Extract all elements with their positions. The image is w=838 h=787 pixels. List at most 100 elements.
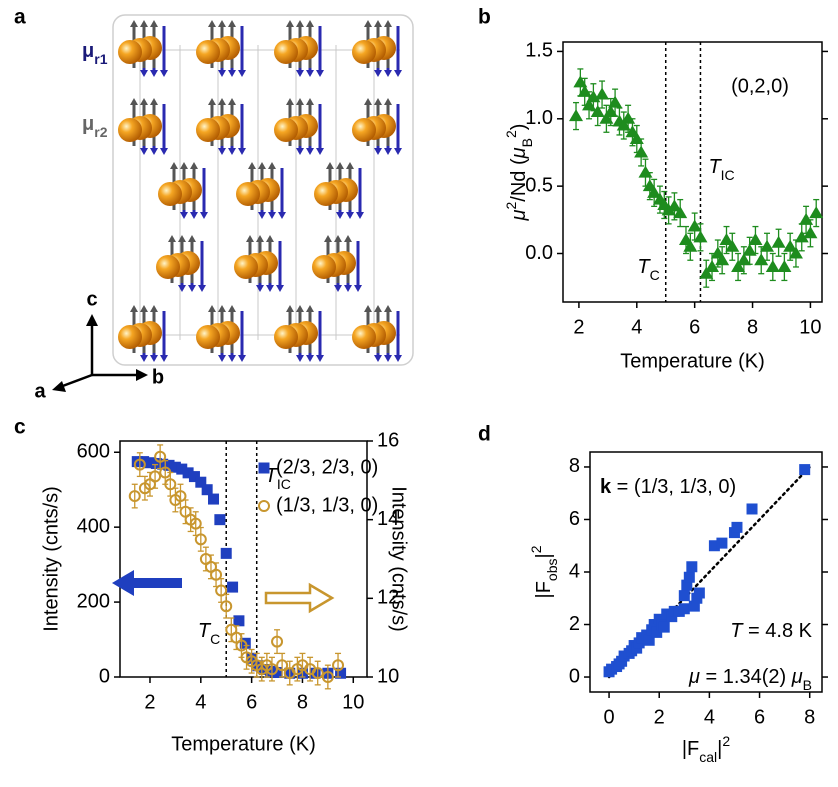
x-tick-label: 6 [754,706,765,728]
atom [196,118,220,142]
y2-tick-label: 16 [377,429,399,451]
marker [616,118,631,131]
reference-label-part: T [198,620,212,642]
marker [569,109,584,122]
marker [693,587,705,599]
arrow-head [86,314,98,326]
moment-arrow-head [228,305,236,312]
moment-arrow-head [296,355,304,362]
reference-label-part: C [650,267,660,283]
y-axis-label-part: μ [508,147,530,159]
moment-arrow-head [374,20,382,27]
marker [188,471,200,483]
x-axis-label-part: cal [699,749,717,765]
moment-arrow-head [160,148,168,155]
moment-arrow-head [394,148,402,155]
moment-arrow-head [278,212,286,219]
atom [314,182,338,206]
moment-arrow-head [188,235,196,242]
marker [638,165,653,178]
marker [227,581,239,593]
moment-arrow-head [188,285,196,292]
marker [215,584,228,597]
moment-arrow-head [180,162,188,169]
x-tick-label: 6 [689,316,700,338]
y-tick-label: 600 [77,441,110,463]
marker [174,490,187,503]
moment-arrow-head [150,148,158,155]
moment-arrow-head [218,20,226,27]
y-tick-label: 1.5 [525,40,553,62]
moment-label: μr1 [82,40,108,66]
moment-arrow-head [140,355,148,362]
marker [133,458,146,471]
moment-arrow-head [394,355,402,362]
atom [274,40,298,64]
annotation-part: = 4.8 K [743,620,813,642]
marker [335,667,347,679]
marker [157,458,169,470]
moment-arrow-head [160,70,168,77]
x-tick-label: 2 [654,706,665,728]
x-axis-label-part: | [717,738,722,760]
y-tick-label: 0 [99,665,110,687]
marker [634,145,649,158]
atom [234,255,258,279]
moment-arrow-head [208,305,216,312]
atom [118,325,142,349]
x-tick-label: 0 [603,706,614,728]
legend-label: (1/3, 1/3, 0) [276,494,378,516]
error-bar [294,656,301,682]
crystal-axes [52,314,148,392]
marker [150,457,162,469]
y-tick-label: 0.5 [525,174,553,196]
moment-arrow-head [276,285,284,292]
marker [608,95,623,108]
y-axis-label-part: 2 [503,201,519,209]
y-axis-label-part: obs [544,559,560,582]
x-tick-label: 4 [195,691,206,713]
moment-arrow-head [364,98,372,105]
x-axis-label: Temperature (K) [620,350,765,372]
marker [765,259,780,272]
moment-arrow-head [140,70,148,77]
marker [746,503,758,515]
moment-arrow-head [170,162,178,169]
moment-arrow-head [168,235,176,242]
atom [118,118,142,142]
moment-arrow-head [286,305,294,312]
moment-arrow-head [374,355,382,362]
moment-arrow-head [384,20,392,27]
marker [783,239,798,252]
x-tick-label: 10 [799,316,821,338]
moment-arrow-head [268,212,276,219]
moment-arrow-head [258,162,266,169]
moment-arrow-head [256,235,264,242]
moment-arrow-head [296,148,304,155]
marker [658,621,670,633]
moment-arrow-head [200,212,208,219]
moment-arrow-head [306,70,314,77]
atom [158,182,182,206]
marker [321,671,334,683]
atom [274,325,298,349]
y-tick-label: 8 [569,455,580,477]
marker [683,571,695,583]
marker [667,199,682,212]
moment-arrow-head [384,355,392,362]
marker [276,659,289,672]
moment-arrow-head [316,148,324,155]
marker [603,105,618,118]
marker [699,266,714,279]
unit-cell-frame [112,14,414,366]
moment-arrow-head [160,355,168,362]
error-bar [223,593,230,619]
plot-frame [119,440,368,678]
moment-arrow-head [336,162,344,169]
moment-arrow-head [286,20,294,27]
moment-arrow-head [178,235,186,242]
marker [799,212,814,225]
marker [201,484,213,496]
annotation: (0,2,0) [731,75,789,97]
error-bar [274,629,281,655]
